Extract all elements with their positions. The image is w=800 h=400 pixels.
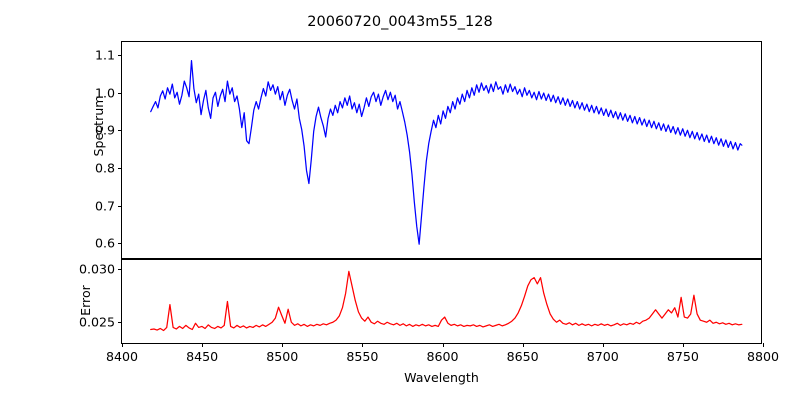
x-tick-label: 8700 [586,349,619,364]
y-tick-label: 0.7 [94,198,115,213]
x-tick-label: 8550 [346,349,379,364]
y-tick-mark [118,55,122,57]
error-panel: Error 0.025 0.030 8400 8450 8500 8550 8600 865… [78,259,779,364]
x-tick-mark [522,343,524,347]
y-tick-mark [118,167,122,169]
error-plot-area [150,270,743,332]
figure-title: 20060720_0043m55_128 [307,14,493,30]
y-tick-label: 0.8 [94,160,115,176]
x-tick-mark [362,343,364,347]
x-tick-mark [763,343,765,347]
y-tick-mark [118,321,122,323]
y-tick-label: 0.025 [78,314,115,330]
y-tick-mark [118,130,122,132]
y-tick-mark [118,268,122,270]
x-tick-mark [682,343,684,347]
y-tick-label: 0.6 [94,235,115,251]
x-tick-mark [602,343,604,347]
x-tick-label: 8600 [426,349,459,364]
spectrum-y-axis-label: Spectrum [91,81,106,216]
x-tick-mark [202,343,204,347]
x-tick-mark [122,343,124,347]
spectrum-line [150,59,743,245]
x-axis-label: Wavelength [404,370,479,385]
x-tick-label: 8450 [186,349,219,364]
y-tick-mark [118,92,122,94]
x-tick-mark [442,343,444,347]
error-y-axis-label: Error [78,285,93,316]
x-tick-label: 8400 [105,349,139,364]
error-line [150,270,743,332]
error-y-axis-label-text: Error [77,284,93,316]
x-tick-mark [282,343,284,347]
x-tick-label: 8750 [666,349,699,364]
spectrum-panel: Spectrum 0.6 0.7 0.8 0.9 1.0 1.1 [91,41,762,259]
y-tick-mark [118,243,122,245]
spectrum-plot-area [150,59,743,245]
y-tick-label: 0.9 [94,122,115,138]
x-tick-label: 8500 [266,349,299,364]
y-tick-mark [118,205,122,207]
y-tick-label: 1.1 [94,47,115,63]
y-tick-label: 1.0 [94,85,115,101]
x-tick-label: 8650 [506,349,539,364]
x-tick-label: 8800 [746,349,780,364]
y-tick-label: 0.030 [78,261,115,276]
